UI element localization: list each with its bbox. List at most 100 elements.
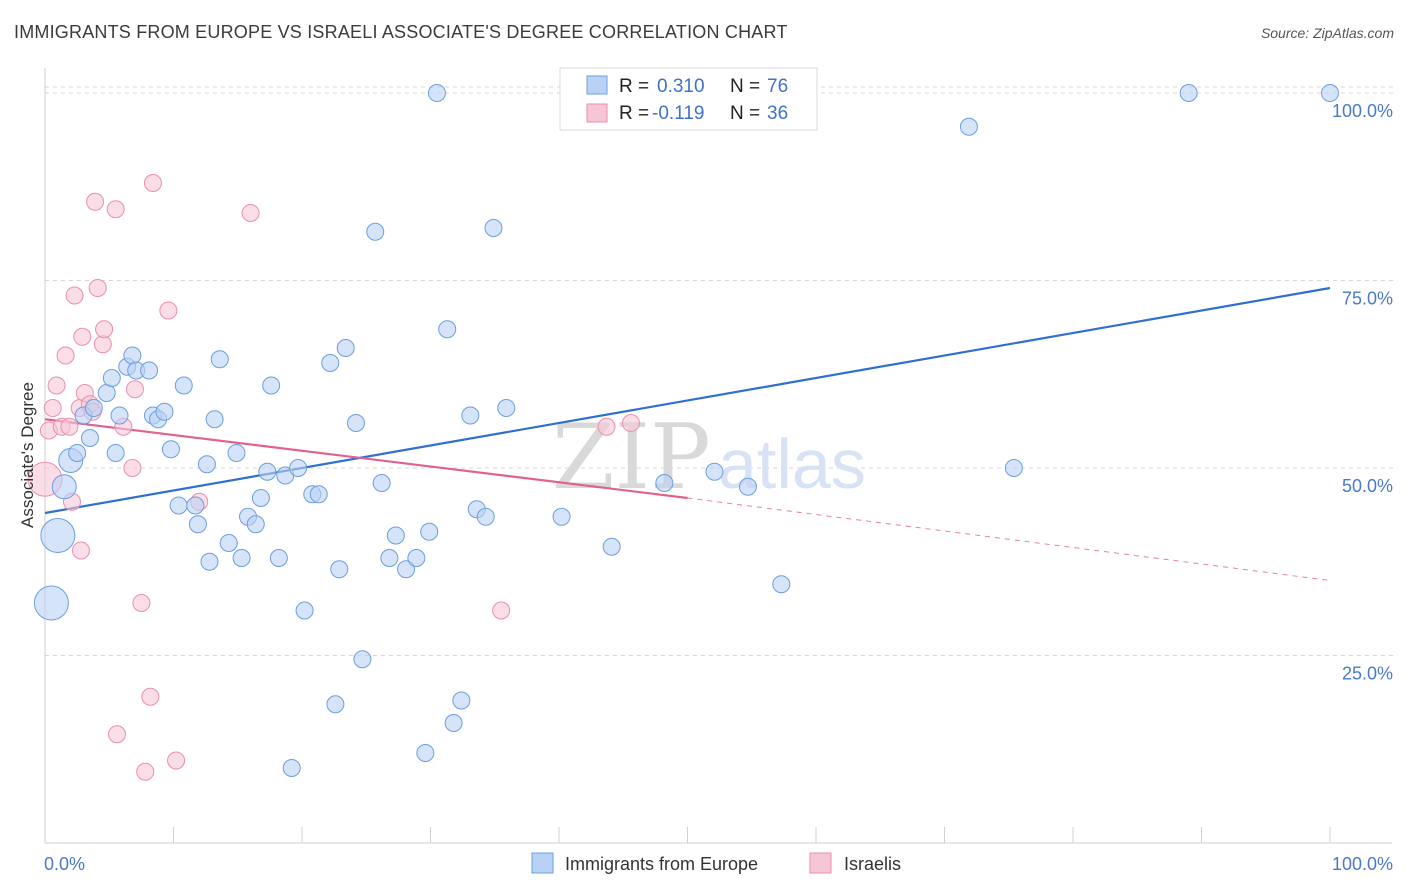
europe-point <box>738 477 757 496</box>
x-tick-label: 100.0% <box>1332 854 1393 874</box>
europe-point <box>232 549 251 567</box>
europe-point <box>497 399 516 417</box>
israelis-point <box>492 601 511 620</box>
europe-point <box>309 485 328 504</box>
europe-point <box>484 219 503 237</box>
legend-n-value-2: 36 <box>767 103 788 124</box>
europe-point <box>188 515 207 534</box>
legend-r-label-1: R = <box>619 76 649 97</box>
europe-point <box>102 369 121 387</box>
bottom-legend-label-1: Immigrants from Europe <box>565 854 758 874</box>
europe-point <box>326 695 345 714</box>
europe-point <box>282 759 301 777</box>
europe-point <box>140 361 159 380</box>
europe-point <box>161 440 180 459</box>
y-axis-label: Associate's Degree <box>18 382 37 528</box>
israelis-point <box>73 327 92 346</box>
europe-point <box>205 410 224 429</box>
chart-title: IMMIGRANTS FROM EUROPE VS ISRAELI ASSOCI… <box>14 22 788 42</box>
europe-point <box>420 522 439 541</box>
series-legend: Immigrants from Europe Israelis <box>531 852 901 874</box>
israelis-point <box>95 320 114 339</box>
europe-point <box>438 320 457 339</box>
europe-point <box>444 714 463 732</box>
europe-point <box>155 402 174 421</box>
y-tick-label: 50.0% <box>1342 476 1393 496</box>
israelis-point <box>597 417 616 436</box>
europe-point <box>380 549 399 567</box>
israelis-point <box>43 399 62 417</box>
europe-point <box>219 534 238 552</box>
europe-point <box>959 117 978 136</box>
bottom-legend-swatch-blue <box>531 852 554 874</box>
israelis-point <box>88 279 107 297</box>
data-points <box>27 84 1339 781</box>
europe-point <box>68 444 87 462</box>
europe-point <box>80 429 99 447</box>
europe-point <box>269 549 288 567</box>
europe-point <box>227 444 246 462</box>
europe-point <box>602 537 621 556</box>
x-tick-label: 0.0% <box>44 854 85 874</box>
europe-point <box>386 526 405 545</box>
europe-point <box>40 518 76 553</box>
europe-point <box>169 496 188 515</box>
europe-point <box>106 444 125 462</box>
europe-point <box>397 560 416 579</box>
europe-point <box>407 549 426 567</box>
source-label: Source: ZipAtlas.com <box>1260 25 1394 41</box>
europe-point <box>84 399 103 417</box>
europe-point <box>210 350 229 369</box>
legend-r-value-2: -0.119 <box>652 103 704 124</box>
legend-swatch-pink <box>586 103 608 123</box>
europe-point <box>476 507 495 526</box>
israelis-point <box>125 380 144 399</box>
axes: 25.0% 50.0% 75.0% 100.0% 0.0% 100.0% <box>44 68 1393 874</box>
watermark: ZIP atlas <box>552 405 866 510</box>
trend-line-israelis-extension <box>687 497 1331 581</box>
gridlines <box>45 86 1395 656</box>
europe-point <box>655 474 674 492</box>
europe-point <box>452 691 471 710</box>
israelis-point <box>65 286 84 305</box>
legend-swatch-blue <box>586 75 608 95</box>
legend-n-value-1: 76 <box>767 76 788 97</box>
europe-point <box>346 414 365 432</box>
israelis-point <box>132 594 151 612</box>
europe-point <box>186 496 205 515</box>
israelis-point <box>107 725 126 744</box>
israelis-point <box>71 541 90 560</box>
legend-n-label-2: N = <box>730 103 760 124</box>
europe-point <box>251 489 270 507</box>
europe-point <box>110 406 129 425</box>
europe-point <box>427 84 446 102</box>
europe-point <box>97 384 116 402</box>
israelis-point <box>241 204 260 222</box>
europe-point <box>258 462 277 481</box>
europe-point <box>353 650 372 669</box>
europe-point <box>33 585 69 621</box>
europe-point <box>330 560 349 579</box>
europe-point <box>772 575 791 594</box>
israelis-point <box>56 346 75 365</box>
europe-point <box>366 222 385 241</box>
israelis-point <box>136 762 155 781</box>
europe-point <box>461 406 480 425</box>
legend-n-label-1: N = <box>730 76 760 97</box>
europe-point <box>51 474 77 500</box>
correlation-legend: R = 0.310 N = 76 R = -0.119 N = 36 <box>559 67 818 131</box>
legend-r-label-2: R = <box>619 103 649 124</box>
y-tick-label: 100.0% <box>1332 101 1393 121</box>
europe-point <box>246 515 265 534</box>
israelis-point <box>621 414 640 432</box>
europe-point <box>336 339 355 357</box>
bottom-legend-swatch-pink <box>809 852 832 874</box>
europe-point <box>289 459 308 477</box>
legend-r-value-1: 0.310 <box>657 76 705 97</box>
europe-point <box>295 601 314 620</box>
trend-line-israelis <box>44 418 688 500</box>
israelis-point <box>47 376 66 395</box>
europe-point <box>705 462 724 481</box>
y-tick-label: 25.0% <box>1342 664 1393 684</box>
israelis-point <box>106 200 125 219</box>
